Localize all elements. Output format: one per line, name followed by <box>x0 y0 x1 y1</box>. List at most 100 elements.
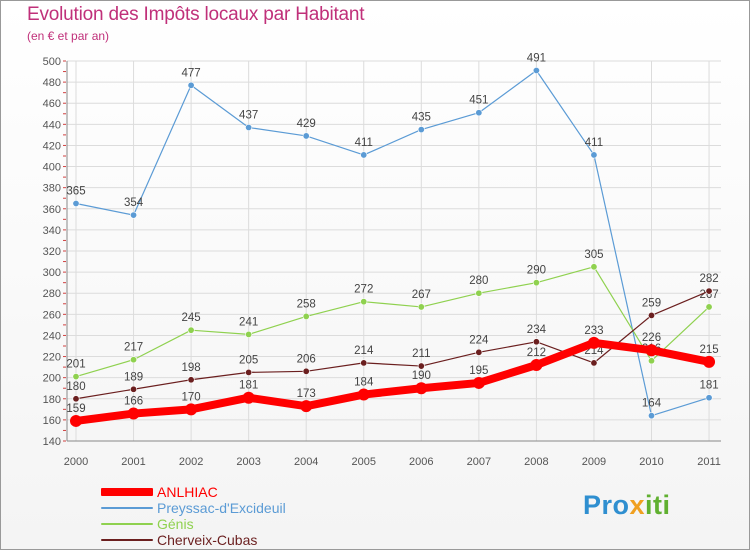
legend-item-preyssac: Preyssac-d'Excideuil <box>101 500 286 516</box>
data-label-cherveix: 211 <box>412 348 430 360</box>
data-point-anlhiac <box>185 403 198 416</box>
data-label-genis: 241 <box>239 316 258 328</box>
data-label-cherveix: 259 <box>642 297 661 309</box>
legend-swatch-cherveix <box>101 539 153 541</box>
data-point-cherveix <box>705 287 713 295</box>
x-tick-label: 2002 <box>179 456 203 468</box>
data-label-genis: 258 <box>297 298 316 310</box>
legend-label-preyssac: Preyssac-d'Excideuil <box>157 500 286 516</box>
data-label-genis: 290 <box>527 265 546 277</box>
chart-subtitle: (en € et par an) <box>27 29 110 43</box>
data-point-genis <box>360 298 368 306</box>
data-point-genis <box>417 303 425 311</box>
data-label-genis: 245 <box>182 312 201 324</box>
data-point-anlhiac <box>587 336 600 349</box>
x-tick-label: 2009 <box>582 456 606 468</box>
data-point-genis <box>72 373 80 381</box>
data-label-cherveix: 180 <box>66 381 85 393</box>
data-point-anlhiac <box>415 382 428 395</box>
y-tick-label: 200 <box>43 373 61 385</box>
data-label-preyssac: 411 <box>585 137 603 149</box>
data-point-preyssac <box>72 200 80 208</box>
y-tick-label: 340 <box>43 225 61 237</box>
data-point-cherveix <box>417 362 425 370</box>
data-point-cherveix <box>302 367 310 375</box>
data-point-cherveix <box>72 395 80 403</box>
y-tick-label: 360 <box>43 204 61 216</box>
x-tick-label: 2004 <box>294 456 318 468</box>
legend-swatch-genis <box>101 523 153 525</box>
data-point-preyssac <box>187 81 195 89</box>
data-point-preyssac <box>475 109 483 117</box>
legend-swatch-preyssac <box>101 507 153 509</box>
series-line-genis <box>75 266 710 378</box>
data-label-anlhiac: 233 <box>584 325 603 337</box>
y-tick-label: 220 <box>43 352 61 364</box>
data-label-anlhiac: 184 <box>354 377 374 389</box>
data-point-preyssac <box>417 126 425 134</box>
data-point-genis <box>590 263 598 271</box>
data-label-genis: 267 <box>412 289 431 301</box>
y-tick-label: 240 <box>43 330 61 342</box>
data-point-genis <box>475 289 483 297</box>
data-point-preyssac <box>532 67 540 75</box>
data-point-preyssac <box>647 412 655 420</box>
x-tick-label: 2008 <box>524 456 548 468</box>
data-label-preyssac: 411 <box>355 137 373 149</box>
x-tick-label: 2005 <box>352 456 376 468</box>
data-label-cherveix: 198 <box>182 362 201 374</box>
data-label-genis: 280 <box>469 275 488 287</box>
data-point-preyssac <box>705 394 713 402</box>
data-point-anlhiac <box>645 344 658 357</box>
data-point-cherveix <box>647 311 655 319</box>
data-point-preyssac <box>302 132 310 140</box>
data-point-anlhiac <box>472 376 485 389</box>
y-tick-label: 400 <box>43 162 61 174</box>
data-label-cherveix: 234 <box>527 324 547 336</box>
data-label-anlhiac: 215 <box>699 344 718 356</box>
data-point-cherveix <box>590 359 598 367</box>
x-tick-label: 2001 <box>121 456 145 468</box>
data-point-genis <box>705 303 713 311</box>
data-label-cherveix: 224 <box>469 334 489 346</box>
x-tick-label: 2006 <box>409 456 433 468</box>
data-label-preyssac: 451 <box>469 95 488 107</box>
data-label-cherveix: 282 <box>699 273 718 285</box>
data-label-preyssac: 491 <box>527 53 546 65</box>
y-tick-label: 460 <box>43 98 61 110</box>
data-point-cherveix <box>130 385 138 393</box>
x-tick-label: 2007 <box>467 456 491 468</box>
series-line-cherveix <box>75 290 710 400</box>
data-label-genis: 305 <box>584 249 603 261</box>
data-label-genis: 272 <box>354 284 373 296</box>
data-label-anlhiac: 190 <box>412 370 431 382</box>
data-label-genis: 217 <box>124 342 143 354</box>
data-point-cherveix <box>245 368 253 376</box>
data-label-genis: 201 <box>66 359 85 371</box>
data-point-genis <box>187 326 195 334</box>
legend-item-genis: Génis <box>101 516 286 532</box>
legend-label-genis: Génis <box>157 516 194 532</box>
data-point-genis <box>647 357 655 365</box>
series-line-preyssac <box>75 69 710 417</box>
y-tick-label: 500 <box>43 56 61 68</box>
data-point-anlhiac <box>70 414 82 427</box>
data-point-genis <box>532 279 540 287</box>
data-point-cherveix <box>187 376 195 384</box>
data-label-anlhiac: 159 <box>66 403 85 415</box>
legend-swatch-anlhiac <box>101 488 153 496</box>
data-label-anlhiac: 166 <box>124 396 143 408</box>
x-tick-label: 2000 <box>64 456 88 468</box>
y-tick-label: 160 <box>43 415 61 427</box>
data-label-anlhiac: 173 <box>297 388 316 400</box>
data-point-anlhiac <box>242 391 255 404</box>
data-point-cherveix <box>532 338 540 346</box>
y-tick-label: 260 <box>43 309 61 321</box>
y-tick-label: 380 <box>43 183 61 195</box>
x-tick-label: 2011 <box>697 456 721 468</box>
legend-item-cherveix: Cherveix-Cubas <box>101 532 286 548</box>
data-point-preyssac <box>130 211 138 219</box>
